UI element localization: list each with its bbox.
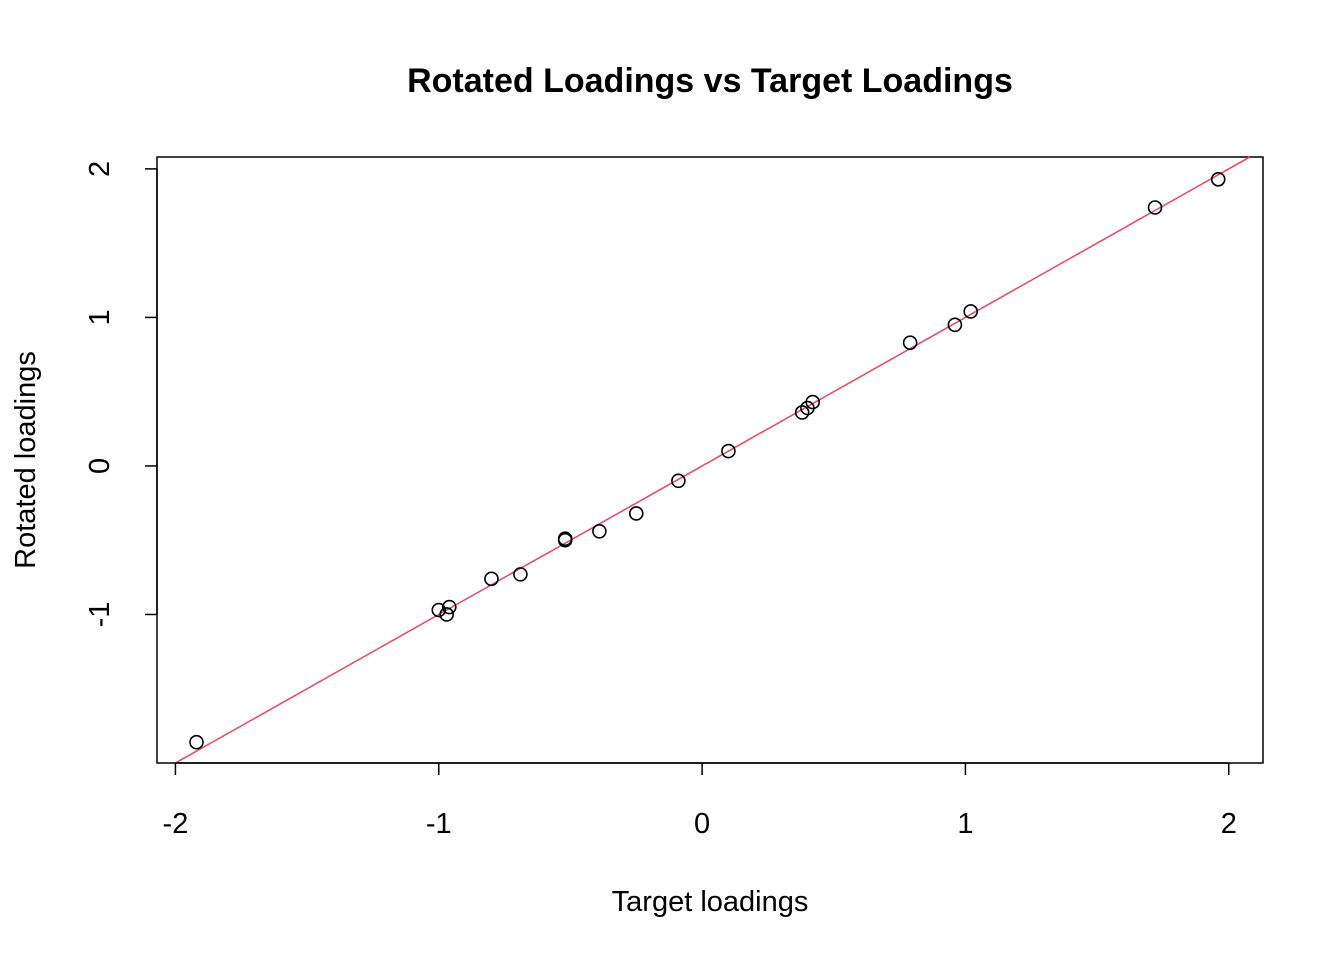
data-point <box>963 304 979 319</box>
chart-title: Rotated Loadings vs Target Loadings <box>407 62 1013 100</box>
x-axis-label: Target loadings <box>612 886 809 918</box>
data-point <box>431 602 447 618</box>
y-tick-label: -1 <box>84 602 116 628</box>
data-point <box>1210 171 1226 187</box>
data-point <box>805 394 821 410</box>
data-point <box>441 599 457 615</box>
data-point <box>902 335 918 350</box>
x-tick-label: -1 <box>426 808 452 840</box>
reference-line <box>175 156 1251 764</box>
data-point <box>557 531 573 547</box>
data-point <box>1147 200 1163 215</box>
x-tick-label: 2 <box>1221 808 1237 840</box>
points-layer <box>189 171 1226 750</box>
plot-frame <box>156 156 1264 764</box>
data-point <box>484 571 499 587</box>
data-point <box>671 473 686 489</box>
data-point <box>592 523 607 539</box>
x-tick-label: 0 <box>694 808 710 840</box>
y-axis-label: Rotated loadings <box>10 351 42 569</box>
y-tick-label: 2 <box>84 161 116 177</box>
data-point <box>947 317 963 333</box>
y-tick-label: 0 <box>84 458 116 474</box>
data-point <box>439 607 454 622</box>
x-axis: -2 -1 0 1 2 <box>163 762 1237 840</box>
data-point <box>513 567 528 582</box>
x-tick-label: -2 <box>163 808 189 840</box>
x-tick-label: 1 <box>957 808 973 840</box>
y-tick-label: 1 <box>84 309 116 325</box>
data-point <box>794 405 810 420</box>
y-axis: -1 0 1 2 <box>84 161 158 628</box>
reference-line-layer <box>175 156 1251 764</box>
data-point <box>628 506 644 521</box>
data-point <box>189 734 204 750</box>
data-point <box>721 443 736 459</box>
